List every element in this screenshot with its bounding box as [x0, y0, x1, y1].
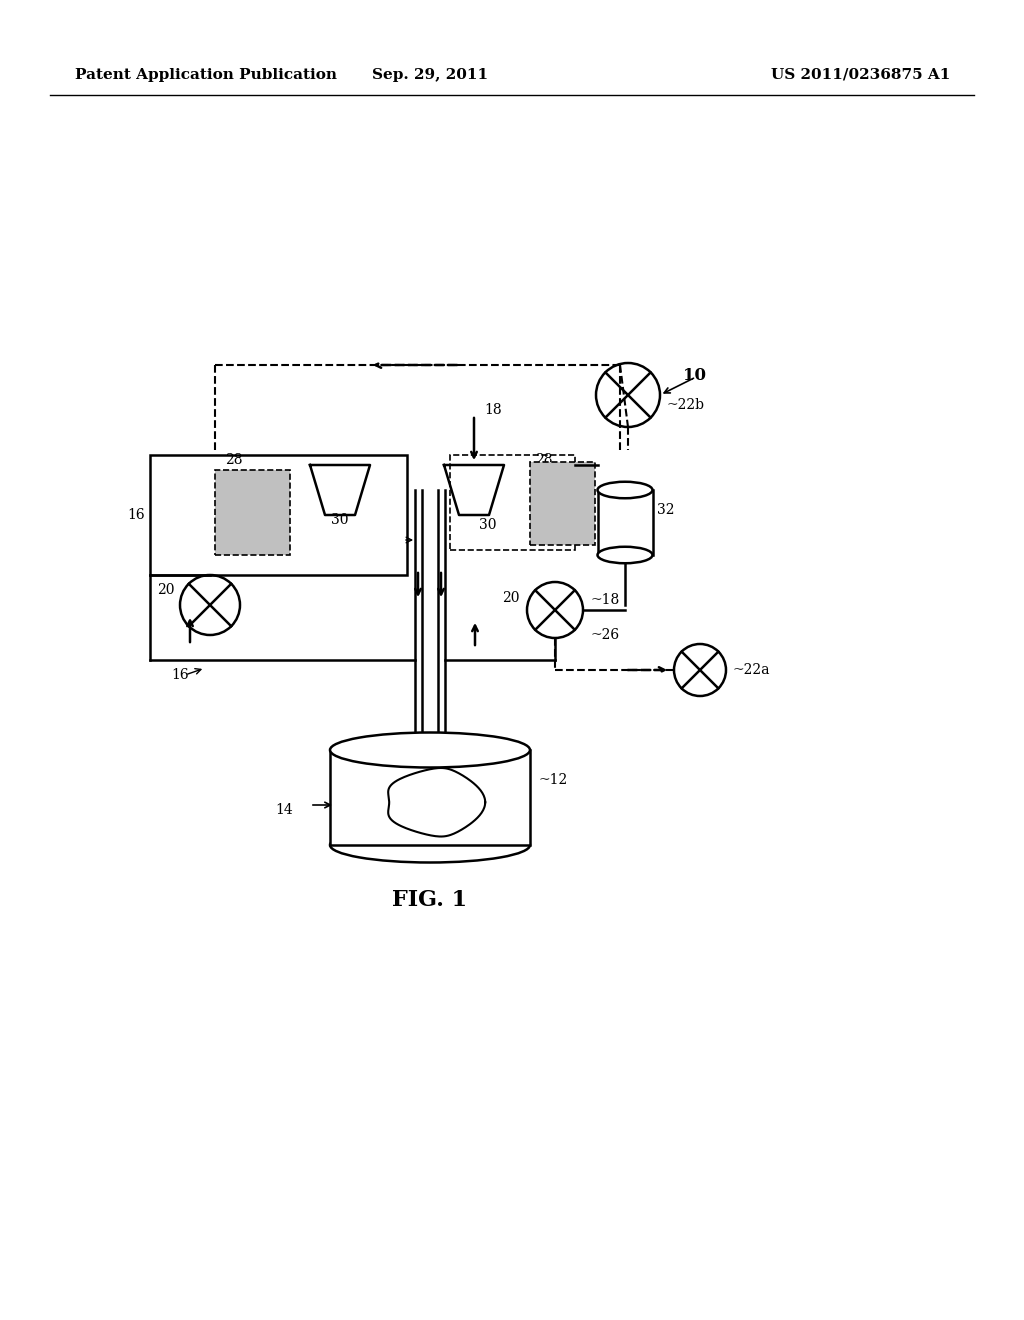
Text: 20: 20: [503, 591, 520, 605]
Text: 28: 28: [225, 453, 243, 467]
Text: ~12: ~12: [538, 774, 567, 787]
Text: ~22a: ~22a: [732, 663, 769, 677]
Ellipse shape: [597, 482, 652, 498]
Ellipse shape: [597, 546, 652, 564]
Bar: [330, 750, 530, 845]
Text: 28: 28: [535, 453, 553, 467]
Text: 18: 18: [484, 403, 502, 417]
Text: Sep. 29, 2011: Sep. 29, 2011: [372, 69, 488, 82]
Text: 20: 20: [158, 583, 175, 597]
Text: FIG. 1: FIG. 1: [392, 888, 468, 911]
Ellipse shape: [330, 733, 530, 767]
Bar: [530, 462, 595, 545]
Text: 14: 14: [275, 803, 293, 817]
Text: 30: 30: [479, 517, 497, 532]
Text: ~22b: ~22b: [666, 399, 705, 412]
Ellipse shape: [330, 828, 530, 862]
Bar: [150, 455, 407, 576]
Text: 16: 16: [127, 508, 145, 521]
Bar: [450, 455, 575, 550]
Bar: [215, 470, 290, 554]
Text: 24: 24: [382, 533, 400, 546]
Text: US 2011/0236875 A1: US 2011/0236875 A1: [771, 69, 950, 82]
Bar: [597, 490, 652, 554]
Text: ~26: ~26: [590, 628, 620, 642]
Text: 30: 30: [331, 513, 349, 527]
Text: 10: 10: [683, 367, 706, 384]
Text: ~18: ~18: [590, 593, 620, 607]
Text: 32: 32: [657, 503, 675, 517]
Text: 16: 16: [171, 668, 188, 682]
Text: Patent Application Publication: Patent Application Publication: [75, 69, 337, 82]
